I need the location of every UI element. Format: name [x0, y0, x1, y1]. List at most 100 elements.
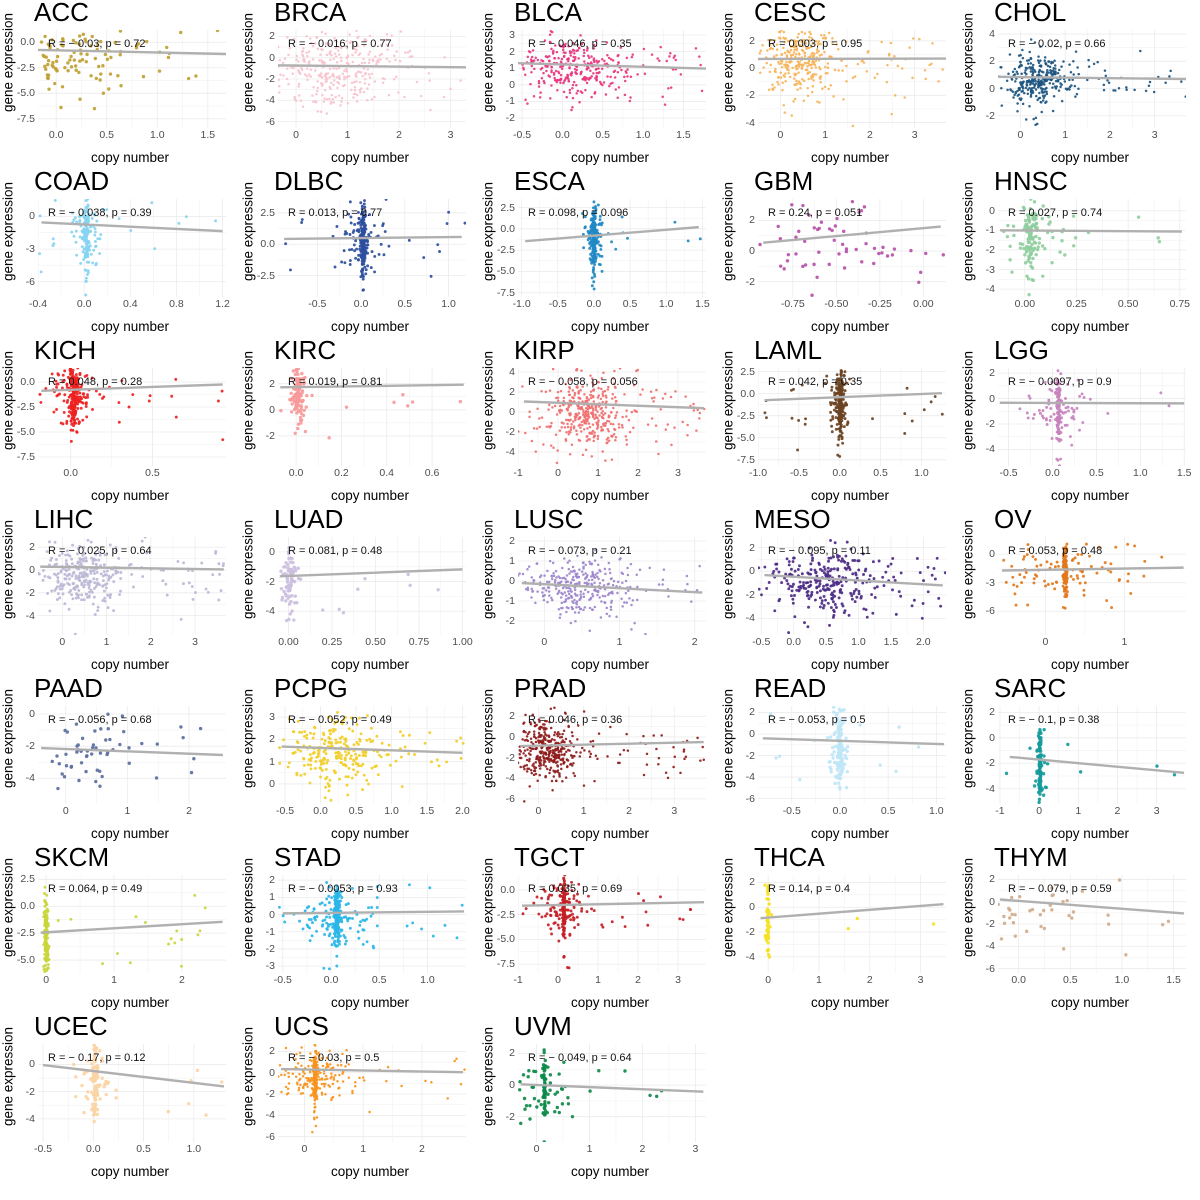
y-tick-label: -4	[745, 612, 755, 625]
x-axis-label: copy number	[810, 488, 890, 503]
plot-area	[278, 875, 466, 973]
panel-title: ESCA	[514, 166, 585, 196]
y-tick-label: 0	[509, 406, 515, 418]
scatter-points	[763, 369, 944, 458]
correlation-annotation: R = − 0.095, p = 0.11	[768, 545, 871, 557]
x-tick-label: 0	[293, 129, 299, 141]
y-tick-label: -4	[505, 772, 515, 785]
y-tick-label: 0	[989, 82, 995, 95]
x-tick-labels: -0.4 0.0 0.4 0.8 1.2	[29, 298, 230, 314]
x-tick-label: -0.5	[999, 467, 1018, 479]
trend-line	[1009, 755, 1185, 775]
y-tick-label: 0.0	[500, 883, 515, 896]
correlation-annotation: R = − 0.073, p = 0.21	[528, 545, 632, 557]
y-tick-label: -3	[25, 243, 35, 256]
x-axis-label: copy number	[1050, 995, 1130, 1010]
trend-line	[40, 565, 224, 571]
x-tick-labels: 0.00 0.25 0.50 0.75	[998, 298, 1190, 314]
y-tick-labels: 0.0 -2.5 -5.0 -7.5	[0, 368, 35, 466]
gridlines	[38, 368, 226, 466]
trend-line	[525, 225, 699, 243]
plot-area	[38, 199, 226, 297]
trend-line	[521, 581, 703, 594]
y-tick-label: -2.5	[496, 244, 515, 257]
y-tick-labels: 2 0 -2 -4	[720, 30, 755, 129]
x-tick-label: -1.0	[748, 467, 768, 479]
plot-area	[38, 537, 226, 635]
facet-panel-laml: LAML gene expression copy number 2.5 0.0 -2.5…	[720, 337, 960, 507]
y-tick-label: 0	[29, 708, 35, 721]
x-tick-label: 0.2	[334, 467, 349, 479]
x-tick-labels: -0.5 0.0 0.5 1.0	[274, 974, 466, 990]
y-tick-label: 2	[749, 876, 755, 889]
y-tick-labels: 2 0 -2 -4	[960, 706, 995, 804]
x-tick-label: 0.25	[1066, 298, 1087, 310]
x-tick-labels: -0.75 -0.50 -0.25 0.00	[758, 298, 946, 314]
y-tick-label: 2	[509, 1047, 515, 1060]
correlation-annotation: R = 0.064, p = 0.49	[48, 883, 143, 895]
x-tick-labels: 0 1 2 3	[518, 1143, 706, 1159]
correlation-annotation: R = 0.053, p = 0.48	[1008, 545, 1103, 557]
y-tick-label: 2	[989, 706, 995, 719]
x-axis-label: copy number	[1050, 150, 1130, 165]
correlation-annotation: R = 0.013, p = 0.77	[288, 207, 383, 219]
x-tick-label: 0	[43, 974, 50, 986]
x-tick-label: 1	[111, 974, 117, 986]
correlation-annotation: R = − 0.038, p = 0.39	[48, 207, 152, 219]
panel-title: THYM	[994, 842, 1068, 872]
correlation-annotation: R = 0.048, p = 0.28	[48, 376, 143, 388]
y-tick-label: 0	[749, 62, 755, 75]
y-tick-label: -6	[985, 962, 995, 975]
y-tick-label: 2	[509, 535, 515, 547]
x-tick-label: 0	[535, 805, 542, 817]
panel-title: UVM	[514, 1011, 572, 1041]
facet-panel-prad: PRAD gene expression copy number 2 0 -2 -4 -6 0 1…	[480, 675, 720, 845]
panel-title: KIRP	[514, 335, 575, 365]
x-tick-label: -0.50	[824, 298, 849, 310]
y-tick-label: 3	[269, 711, 275, 724]
y-tick-label: -2.5	[16, 61, 35, 74]
x-tick-label: 0	[62, 805, 69, 817]
panel-title: BLCA	[514, 0, 582, 27]
y-tick-label: 0	[989, 392, 995, 405]
x-tick-label: 0	[1017, 129, 1024, 141]
x-tick-label: -0.4	[28, 298, 48, 310]
y-tick-labels: 2 0 -2	[480, 1044, 515, 1142]
y-tick-labels: 3 2 1 0	[240, 706, 275, 804]
scatter-points	[758, 30, 944, 128]
facet-panel-lihc: LIHC gene expression copy number 2 0 -2 -4 0 1 2 3…	[0, 506, 240, 676]
y-tick-label: -3	[265, 960, 275, 973]
correlation-annotation: R = − 0.046, p = 0.35	[528, 38, 632, 50]
facet-panel-blca: BLCA gene expression copy number 3 2 1 0 -1 -2 -0…	[480, 0, 720, 169]
gridlines	[998, 368, 1186, 466]
x-tick-label: 3	[1153, 805, 1160, 817]
y-tick-label: 2	[509, 710, 515, 723]
x-axis-label: copy number	[1050, 319, 1130, 334]
y-tick-label: 1	[509, 62, 515, 75]
x-tick-label: 0	[777, 129, 784, 141]
facet-panel-lgg: LGG gene expression copy number 2 0 -2 -4 -0.5 0…	[960, 335, 1200, 507]
x-axis-label: copy number	[90, 657, 170, 672]
plot-area	[998, 30, 1186, 128]
facet-panel-brca: BRCA gene expression copy number 2 0 -2 -4 -6 0 1…	[240, 0, 480, 169]
x-tick-labels: -1.0 -0.5 0.0 0.5 1.0	[749, 467, 946, 483]
x-tick-label: 0	[59, 636, 66, 648]
facet-panel-meso: MESO gene expression copy number 2 0 -2 -4 -0.5…	[720, 506, 960, 676]
x-tick-label: 1.0	[384, 805, 399, 817]
facet-panel-paad: PAAD gene expression copy number 0 -2 -4 0 1 2 R …	[0, 675, 240, 845]
y-tick-label: 1	[509, 555, 515, 567]
panel-title: LUSC	[514, 504, 584, 534]
y-tick-label: -1	[505, 595, 515, 607]
plot-area	[518, 30, 706, 128]
facet-panel-kirp: KIRP gene expression copy number 4 2 0 -2 -4 -1 0…	[480, 335, 720, 507]
correlation-annotation: R = 0.027, p = 0.74	[1008, 207, 1103, 219]
x-tick-label: 1	[1121, 636, 1128, 648]
panel-title: READ	[754, 673, 827, 703]
y-tick-label: -2	[745, 89, 755, 102]
y-tick-labels: 4 2 0 -2	[960, 28, 995, 128]
x-axis-label: copy number	[570, 657, 650, 672]
x-axis-label: copy number	[330, 826, 410, 841]
x-tick-label: 3	[911, 129, 918, 141]
correlation-annotation: R = − 0.079, p = 0.59	[1008, 883, 1112, 895]
panel-title: LGG	[994, 335, 1049, 365]
